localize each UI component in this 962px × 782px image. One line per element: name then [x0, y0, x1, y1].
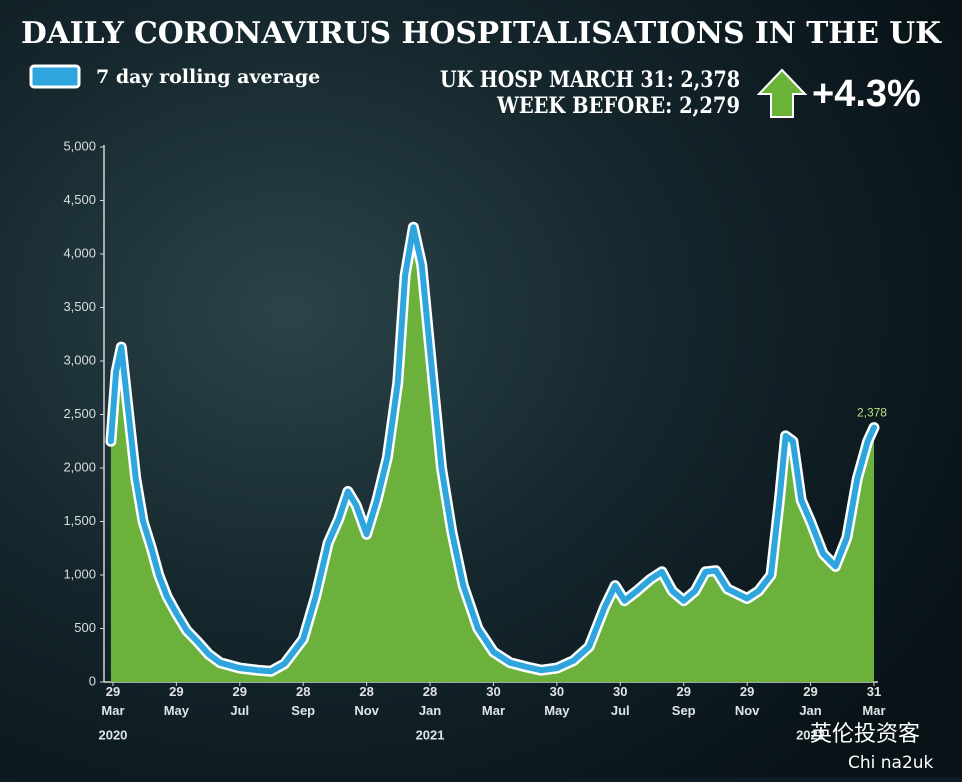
y-tick-label: 2,000	[63, 459, 96, 474]
year-label: 2022	[796, 727, 825, 742]
x-tick-label: 29 Sep	[672, 684, 696, 718]
x-tick-label: 31 Mar	[862, 684, 885, 718]
x-tick-label: 29 Jul	[230, 684, 249, 718]
y-tick-label: 3,000	[63, 352, 96, 367]
y-tick-label: 2,500	[63, 406, 96, 421]
x-tick-label: 30 May	[544, 684, 570, 718]
x-tick-label: 29 Jan	[799, 684, 821, 718]
y-tick-label: 4,500	[63, 192, 96, 207]
chart-title: DAILY CORONAVIRUS HOSPITALISATIONS IN TH…	[21, 16, 942, 51]
legend-label: 7 day rolling average	[96, 66, 320, 88]
x-tick-label: 29 Mar	[101, 684, 124, 718]
y-tick-label: 0	[89, 673, 96, 688]
watermark: 英伦投资客	[810, 722, 920, 747]
line	[107, 224, 877, 675]
y-tick-label: 500	[74, 620, 96, 635]
x-tick-label: 30 Jul	[611, 684, 630, 718]
year-label: 2020	[98, 727, 127, 742]
change-value: +4.3%	[812, 73, 921, 115]
annotation: 2,378	[857, 406, 887, 420]
y-tick-label: 1,000	[63, 566, 96, 581]
stat-line: UK HOSP MARCH 31: 2,378	[440, 67, 740, 93]
y-tick-label: 1,500	[63, 513, 96, 528]
x-tick-label: 28 Nov	[354, 684, 379, 718]
year-label: 2021	[416, 727, 445, 742]
x-tick-label: 29 Nov	[735, 684, 760, 718]
stat-line: WEEK BEFORE: 2,279	[496, 93, 740, 119]
plot-area: 0 500 1,000 1,500 2,000 2,500 3,000 3,500 4,000 4…	[63, 138, 887, 742]
watermark-handle: Chi na2uk	[848, 753, 934, 773]
x-tick-label: 30 Mar	[482, 684, 505, 718]
y-tick-label: 5,000	[63, 138, 96, 153]
y-tick-label: 4,000	[63, 245, 96, 260]
up-arrow	[756, 68, 808, 118]
x-tick-label: 28 Jan	[419, 684, 441, 718]
x-tick-label: 28 Sep	[291, 684, 315, 718]
x-tick-label: 29 May	[164, 684, 190, 718]
y-tick-label: 3,500	[63, 299, 96, 314]
legend-swatch	[29, 64, 81, 89]
